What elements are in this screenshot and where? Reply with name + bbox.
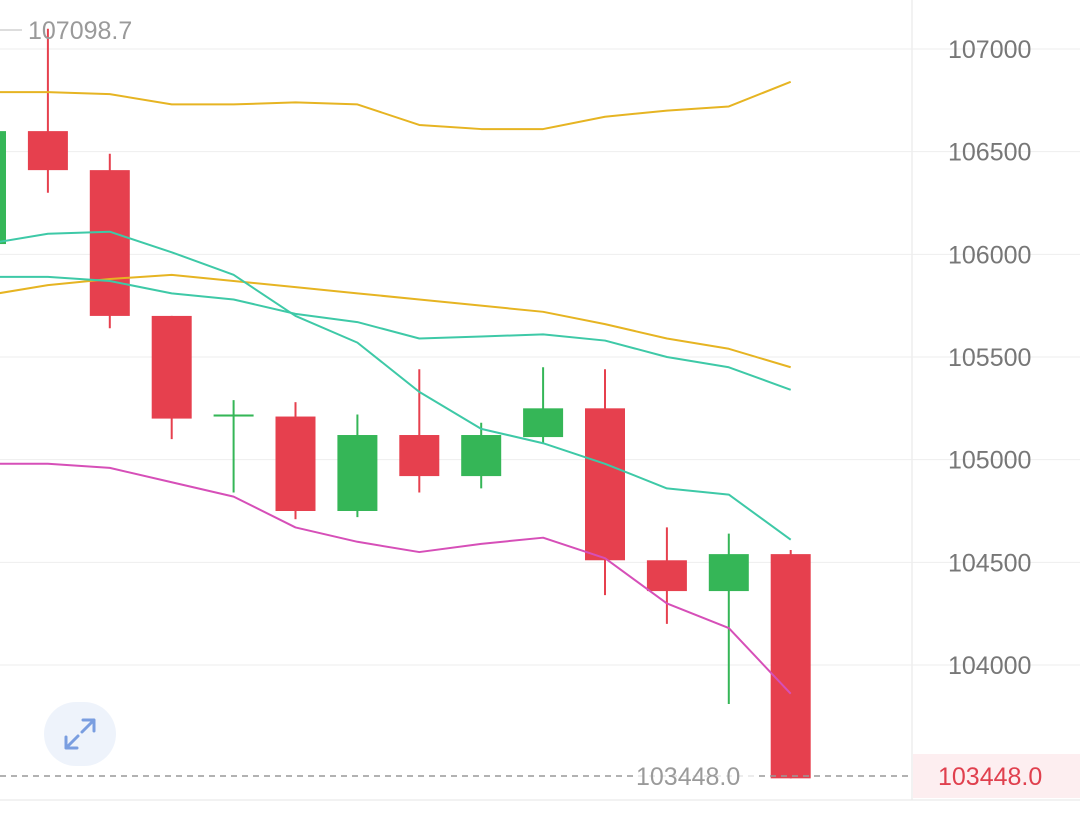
y-tick-label: 107000 — [948, 36, 1031, 64]
candle — [151, 315, 192, 440]
candle — [27, 28, 68, 193]
candle-body — [275, 416, 316, 511]
indicator-line — [0, 275, 792, 391]
candle-body — [337, 435, 378, 511]
candle-body — [89, 170, 130, 316]
candle-body — [523, 408, 564, 438]
candle — [89, 153, 130, 329]
candle-body — [585, 408, 625, 561]
candle-body — [461, 435, 502, 477]
y-tick-label: 105500 — [948, 344, 1031, 372]
candle — [337, 414, 378, 518]
current-price-left-label: 103448.0 — [636, 763, 740, 791]
high-price-label: 107098.7 — [28, 17, 132, 45]
candle-body — [0, 131, 6, 245]
indicator-line — [0, 273, 791, 369]
candle-body — [770, 554, 811, 779]
current-price-left-bg — [635, 762, 755, 790]
candle — [213, 400, 254, 493]
candle-body — [646, 560, 687, 592]
indicator-line — [0, 230, 792, 541]
candle — [275, 402, 316, 520]
candle — [461, 422, 502, 489]
candle-body — [708, 554, 749, 592]
candle-body — [213, 414, 254, 417]
y-tick-label: 104000 — [948, 652, 1031, 680]
candle-body — [399, 435, 440, 477]
price-axis: 104000 104500 105000 105500 106000 106500 1070… — [948, 36, 1031, 783]
y-tick-label: 105000 — [948, 447, 1031, 475]
candles — [0, 28, 811, 779]
current-price-tag-label: 103448.0 — [938, 763, 1042, 791]
candle — [770, 550, 811, 779]
candle — [708, 533, 749, 705]
candle-body — [151, 315, 192, 419]
y-tick-label: 106500 — [948, 139, 1031, 167]
indicator-lines — [0, 80, 792, 695]
y-tick-label: 104500 — [948, 549, 1031, 577]
candle — [646, 527, 687, 624]
candle — [399, 369, 440, 493]
candle — [523, 367, 564, 444]
price-labels: 107098.7 103448.0 103448.0 — [0, 17, 1080, 798]
current-price-tag-bg — [913, 754, 1080, 798]
candle — [0, 131, 6, 245]
expand-arrows-icon — [64, 718, 96, 750]
indicator-line — [0, 462, 792, 695]
candle — [585, 369, 625, 596]
expand-chart-button[interactable] — [44, 702, 116, 766]
y-tick-label: 106000 — [948, 241, 1031, 269]
indicator-line — [0, 80, 792, 131]
candle-body — [27, 131, 68, 171]
